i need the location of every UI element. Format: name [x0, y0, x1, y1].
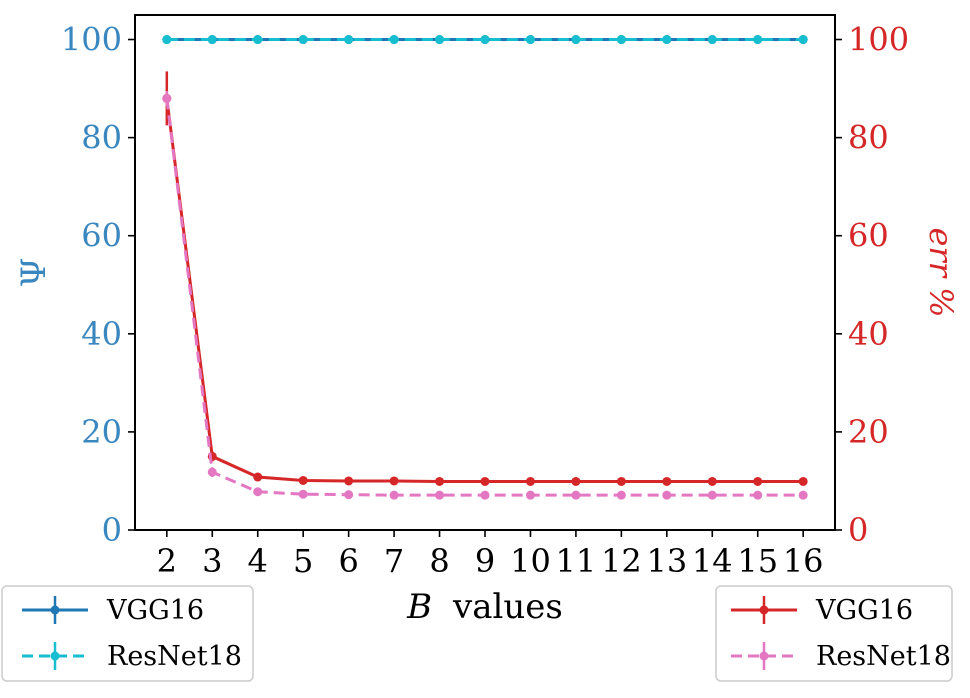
y-right-tick-label: 20: [848, 413, 889, 451]
data-point: [571, 490, 581, 500]
x-tick-label: 6: [338, 542, 358, 580]
x-tick-label: 9: [475, 542, 495, 580]
y-left-tick-label: 40: [81, 315, 122, 353]
series-line: [165, 98, 804, 497]
data-point: [298, 35, 308, 45]
legend-left: VGG16 ResNet18: [1, 585, 254, 682]
data-point: [798, 490, 808, 500]
series-layer: [162, 35, 808, 500]
legend-entry: VGG16: [731, 595, 913, 626]
y-left-tick-label: 0: [102, 511, 122, 549]
data-point: [298, 489, 308, 499]
data-point: [435, 35, 445, 45]
data-point: [662, 476, 672, 486]
x-tick-label: 11: [556, 542, 597, 580]
x-tick-label: 7: [384, 542, 404, 580]
x-tick-label: 4: [248, 542, 268, 580]
data-point: [616, 35, 626, 45]
legend-label: ResNet18: [816, 641, 951, 672]
x-tick-label: 2: [157, 542, 177, 580]
y-right-tick-label: 40: [848, 315, 889, 353]
data-point: [753, 490, 763, 500]
data-point: [207, 35, 217, 45]
legend-entry: ResNet18: [22, 641, 242, 672]
data-point: [753, 476, 763, 486]
series-line: [165, 98, 804, 483]
legend-marker: [50, 605, 60, 615]
legend-label: VGG16: [815, 595, 913, 626]
x-tick-label: 10: [510, 542, 551, 580]
series-left-resnet18: [162, 35, 808, 45]
data-point: [798, 35, 808, 45]
x-tick-label: 5: [293, 542, 313, 580]
data-point: [253, 487, 263, 497]
y-axis-left-label: Ψ: [14, 258, 54, 288]
x-tick-label: 13: [646, 542, 687, 580]
data-point: [525, 490, 535, 500]
data-point: [480, 476, 490, 486]
data-point: [162, 93, 172, 103]
legend-marker: [759, 605, 769, 615]
y-left-tick-label: 100: [61, 21, 122, 59]
series-right-vgg16: [162, 71, 808, 486]
x-tick-label: 14: [692, 542, 733, 580]
data-point: [162, 35, 172, 45]
data-point: [435, 476, 445, 486]
data-point: [616, 476, 626, 486]
data-point: [798, 476, 808, 486]
data-point: [435, 490, 445, 500]
x-axis-label-variable: B: [406, 587, 432, 627]
y-right-tick-label: 0: [848, 511, 868, 549]
data-point: [389, 476, 399, 486]
data-point: [480, 35, 490, 45]
data-point: [298, 475, 308, 485]
legend-marker: [50, 651, 60, 661]
data-point: [616, 490, 626, 500]
data-point: [707, 476, 717, 486]
x-tick-label: 8: [429, 542, 449, 580]
y-right-tick-label: 100: [848, 21, 909, 59]
legend-entry: VGG16: [22, 595, 204, 626]
series-right-resnet18: [162, 91, 808, 500]
data-point: [753, 35, 763, 45]
x-axis-label-text: values: [452, 587, 563, 627]
data-point: [344, 490, 354, 500]
legend-label: ResNet18: [107, 641, 242, 672]
data-point: [389, 490, 399, 500]
plot-frame: [134, 14, 836, 531]
data-point: [571, 35, 581, 45]
data-point: [525, 476, 535, 486]
x-tick-label: 15: [737, 542, 778, 580]
data-point: [253, 35, 263, 45]
data-point: [207, 467, 217, 477]
data-point: [253, 472, 263, 482]
data-point: [707, 490, 717, 500]
legend-entry: ResNet18: [731, 641, 951, 672]
data-point: [707, 35, 717, 45]
y-axis-right-label: err %: [922, 227, 960, 317]
data-point: [571, 476, 581, 486]
x-tick-label: 16: [783, 542, 824, 580]
y-left-tick-label: 60: [81, 217, 122, 255]
data-point: [389, 35, 399, 45]
x-axis-label: B values: [406, 587, 563, 627]
x-tick-label: 3: [202, 542, 222, 580]
y-left-tick-label: 80: [81, 119, 122, 157]
data-point: [480, 490, 490, 500]
data-point: [344, 476, 354, 486]
data-point: [662, 490, 672, 500]
legend-right: VGG16 ResNet18: [715, 585, 953, 682]
data-point: [344, 35, 354, 45]
ticks-layer: 2 3 4 5 6 7 8 9 10 11 12 13 14 15 16 0 20 40 60 80 100 0 20 40 6…: [61, 21, 909, 580]
legend-marker: [759, 651, 769, 661]
y-right-tick-label: 80: [848, 119, 889, 157]
data-point: [662, 35, 672, 45]
data-point: [525, 35, 535, 45]
legend-label: VGG16: [106, 595, 204, 626]
x-tick-label: 12: [601, 542, 642, 580]
y-left-tick-label: 20: [81, 413, 122, 451]
y-right-tick-label: 60: [848, 217, 889, 255]
